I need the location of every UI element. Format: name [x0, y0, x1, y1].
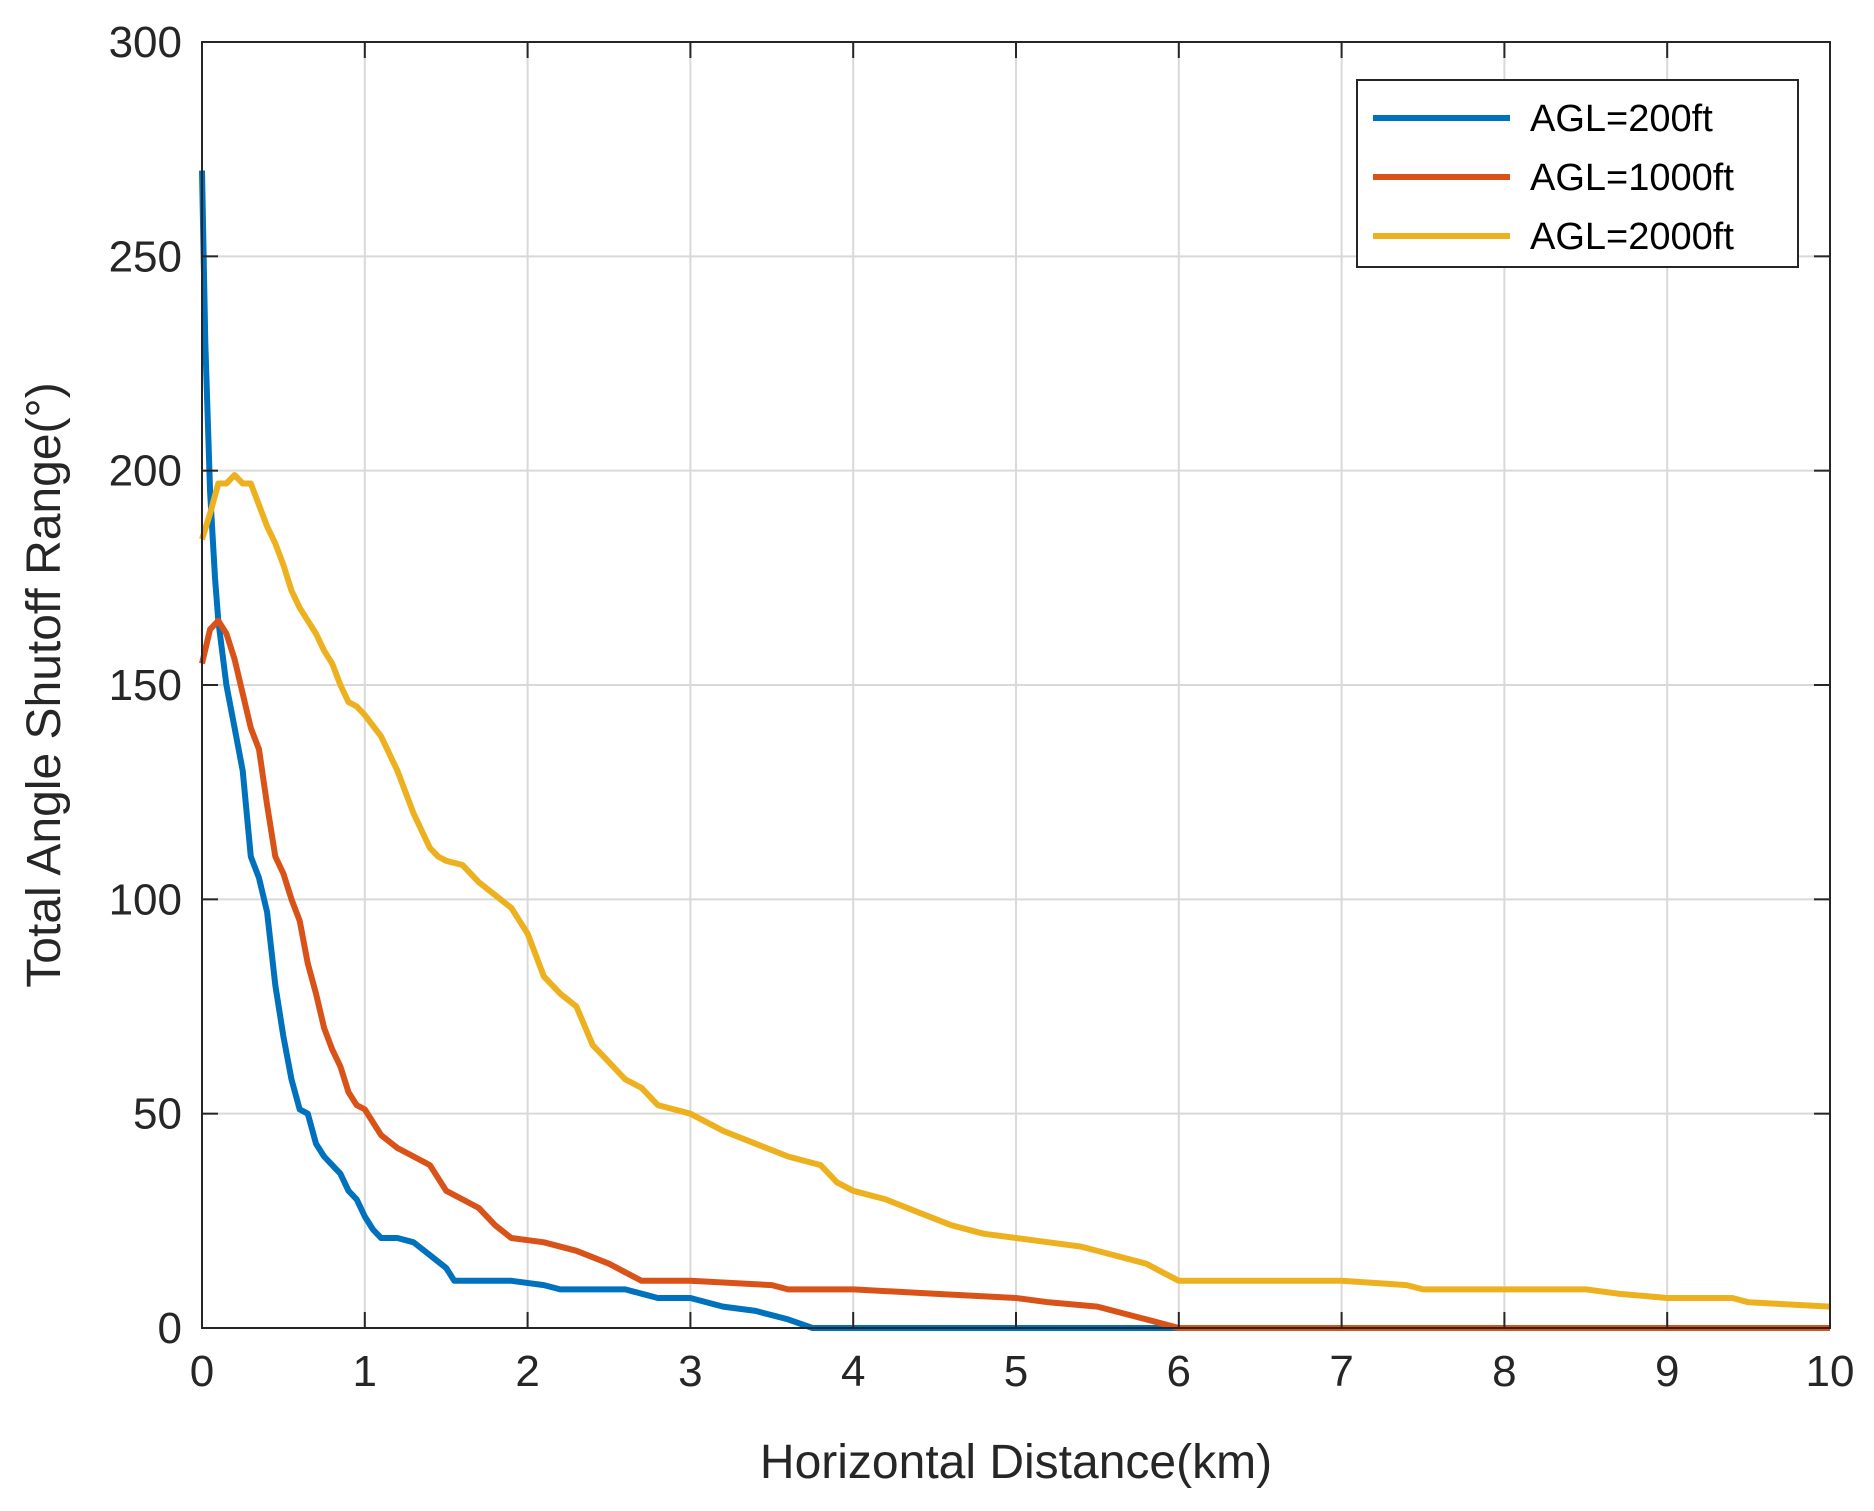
- x-tick-label: 2: [515, 1347, 539, 1396]
- y-tick-label: 250: [109, 232, 182, 281]
- x-axis-label: Horizontal Distance(km): [760, 1436, 1272, 1489]
- x-tick-label: 0: [190, 1347, 214, 1396]
- y-tick-label: 0: [158, 1304, 182, 1353]
- legend: AGL=200ft AGL=1000ft AGL=2000ft: [1356, 79, 1799, 268]
- legend-label-agl-1000ft: AGL=1000ft: [1530, 157, 1734, 199]
- x-tick-label: 3: [678, 1347, 702, 1396]
- x-tick-label: 10: [1806, 1347, 1855, 1396]
- x-tick-label: 4: [841, 1347, 865, 1396]
- y-tick-label: 200: [109, 447, 182, 496]
- series-line-agl-1000ft: [199, 617, 1830, 1331]
- y-tick-label: 150: [109, 661, 182, 710]
- y-tick-label: 50: [133, 1090, 182, 1139]
- y-tick-label: 300: [109, 18, 182, 67]
- legend-label-agl-2000ft: AGL=2000ft: [1530, 216, 1734, 258]
- x-tick-label: 7: [1329, 1347, 1353, 1396]
- x-tick-label: 8: [1492, 1347, 1516, 1396]
- x-tick-label: 9: [1655, 1347, 1679, 1396]
- axis-ticks: [201, 41, 1831, 1329]
- x-tick-label: 1: [353, 1347, 377, 1396]
- y-tick-label: 100: [109, 875, 182, 924]
- series-line-agl-200ft: [199, 170, 1830, 1331]
- legend-label-agl-200ft: AGL=200ft: [1530, 98, 1713, 140]
- series-line-agl-2000ft: [199, 472, 1831, 1310]
- y-axis-label: Total Angle Shutoff Range(°): [18, 382, 71, 987]
- series-lines: [199, 170, 1831, 1331]
- x-tick-label: 6: [1167, 1347, 1191, 1396]
- x-tick-label: 5: [1004, 1347, 1028, 1396]
